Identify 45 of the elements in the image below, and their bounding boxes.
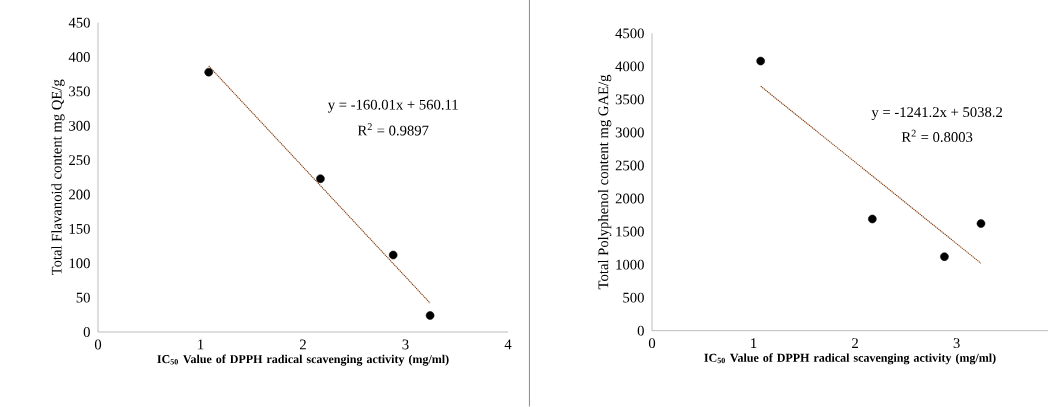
point	[976, 219, 986, 229]
y-axis-title: Total Polyphenol content mg GAE/g	[597, 75, 612, 290]
y-tick-label: 0	[637, 325, 644, 336]
x-tick-label: 4	[504, 339, 512, 350]
y-tick-label: 150	[69, 224, 90, 235]
y-tick-label: 450	[68, 17, 90, 28]
y-tick-label: 2000	[615, 193, 644, 204]
x-tick-label: 1	[751, 338, 757, 349]
point	[425, 311, 435, 320]
point	[868, 214, 877, 224]
x-axis-title: IC$_{50}$ Value of DPPH radical scavenging activity (mg/ml)	[157, 354, 449, 366]
point	[940, 252, 949, 262]
y-tick-label: 50	[76, 292, 90, 303]
x-tick-label: 0	[648, 338, 656, 349]
y-tick-label: 350	[69, 86, 90, 97]
annotation: R$^{2}$ = 0.8003	[901, 129, 973, 143]
y-tick-label: 0	[83, 327, 90, 338]
y-tick-label: 100	[69, 258, 90, 269]
point	[388, 250, 398, 260]
x-axis-title: IC$_{50}$ Value of DPPH radical scavenging activity (mg/ml)	[704, 353, 996, 365]
y-tick-label: 4000	[615, 61, 644, 72]
annotation: y = -1241.2x + 5038.2	[871, 107, 1003, 121]
point	[204, 68, 213, 77]
x-tick-label: 2	[852, 338, 858, 349]
y-tick-label: 1000	[616, 259, 644, 270]
x-tick-label: 1	[198, 339, 204, 350]
x-tick-label: 3	[402, 339, 409, 350]
y-tick-label: 4500	[615, 28, 644, 39]
annotation: y = -160.01x + 560.11	[327, 99, 458, 113]
x-tick-label: 0	[94, 339, 102, 350]
y-tick-label: 250	[69, 155, 90, 166]
annotation: R$^{2}$ = 0.9897	[357, 123, 429, 136]
point	[756, 56, 765, 66]
x-tick-label: 2	[299, 339, 306, 350]
y-tick-label: 3500	[615, 94, 644, 105]
y-tick-label: 200	[69, 189, 90, 200]
point	[316, 174, 325, 184]
y-tick-label: 1500	[616, 226, 644, 237]
y-axis-title: Total Flavanoid content mg QE/g	[51, 79, 65, 276]
y-tick-label: 2500	[615, 160, 644, 171]
x-tick-label: 3	[953, 338, 960, 349]
y-tick-label: 400	[68, 52, 90, 63]
y-tick-label: 500	[623, 292, 644, 303]
y-tick-label: 300	[69, 121, 90, 131]
y-tick-label: 3000	[615, 127, 644, 138]
